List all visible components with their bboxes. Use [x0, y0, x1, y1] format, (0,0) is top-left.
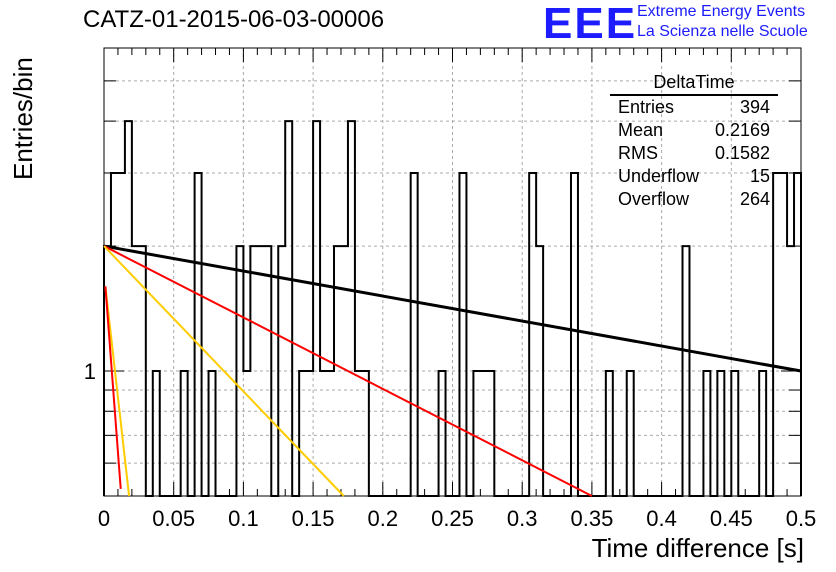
eee-logo: EEE — [543, 0, 638, 48]
fit-curve-4 — [104, 286, 122, 490]
x-tick-label: 0 — [98, 506, 110, 531]
histogram-steps — [103, 120, 802, 497]
x-tick-label: 0.5 — [786, 506, 817, 531]
stats-value: 0.1582 — [714, 143, 770, 163]
y-tick-label: 1 — [84, 359, 96, 384]
x-tick-label: 0.35 — [570, 506, 613, 531]
stats-value: 0.2169 — [714, 120, 770, 140]
x-tick-label: 0.3 — [507, 506, 538, 531]
logo-line-1: Extreme Energy Events — [637, 3, 806, 20]
stats-row-mean: Mean 0.2169 — [610, 119, 778, 142]
fit-curve-2 — [103, 245, 345, 497]
x-tick-label: 0.4 — [646, 506, 677, 531]
stats-title: DeltaTime — [610, 72, 778, 96]
x-tick-label: 0.45 — [710, 506, 753, 531]
x-tick-label: 0.25 — [431, 506, 474, 531]
stats-row-rms: RMS 0.1582 — [610, 142, 778, 165]
x-tick-label: 0.05 — [152, 506, 195, 531]
stats-label: Entries — [618, 97, 675, 117]
stats-row-overflow: Overflow 264 — [610, 188, 778, 211]
stats-row-entries: Entries 394 — [610, 96, 778, 119]
x-tick-label: 0.1 — [228, 506, 259, 531]
stats-value: 15 — [749, 166, 770, 186]
stats-label: Underflow — [618, 166, 700, 186]
stats-label: Mean — [618, 120, 664, 140]
x-tick-label: 0.2 — [368, 506, 399, 531]
stats-value: 264 — [739, 189, 770, 209]
chart-title: CATZ-01-2015-06-03-00006 — [83, 6, 385, 33]
fit-curve-3 — [104, 286, 131, 497]
fit-curve-1 — [103, 245, 593, 497]
stats-label: RMS — [618, 143, 658, 163]
x-axis-label: Time difference [s] — [591, 533, 804, 563]
y-axis-label: Entries/bin — [8, 57, 38, 180]
stats-label: Overflow — [618, 189, 690, 209]
fit-curve-0 — [103, 244, 802, 373]
stats-value: 394 — [739, 97, 770, 117]
x-tick-label: 0.15 — [292, 506, 335, 531]
stats-row-underflow: Underflow 15 — [610, 165, 778, 188]
stats-box: DeltaTime Entries 394 Mean 0.2169 RMS 0.158… — [610, 72, 778, 211]
logo-line-2: La Scienza nelle Scuole — [637, 23, 808, 40]
